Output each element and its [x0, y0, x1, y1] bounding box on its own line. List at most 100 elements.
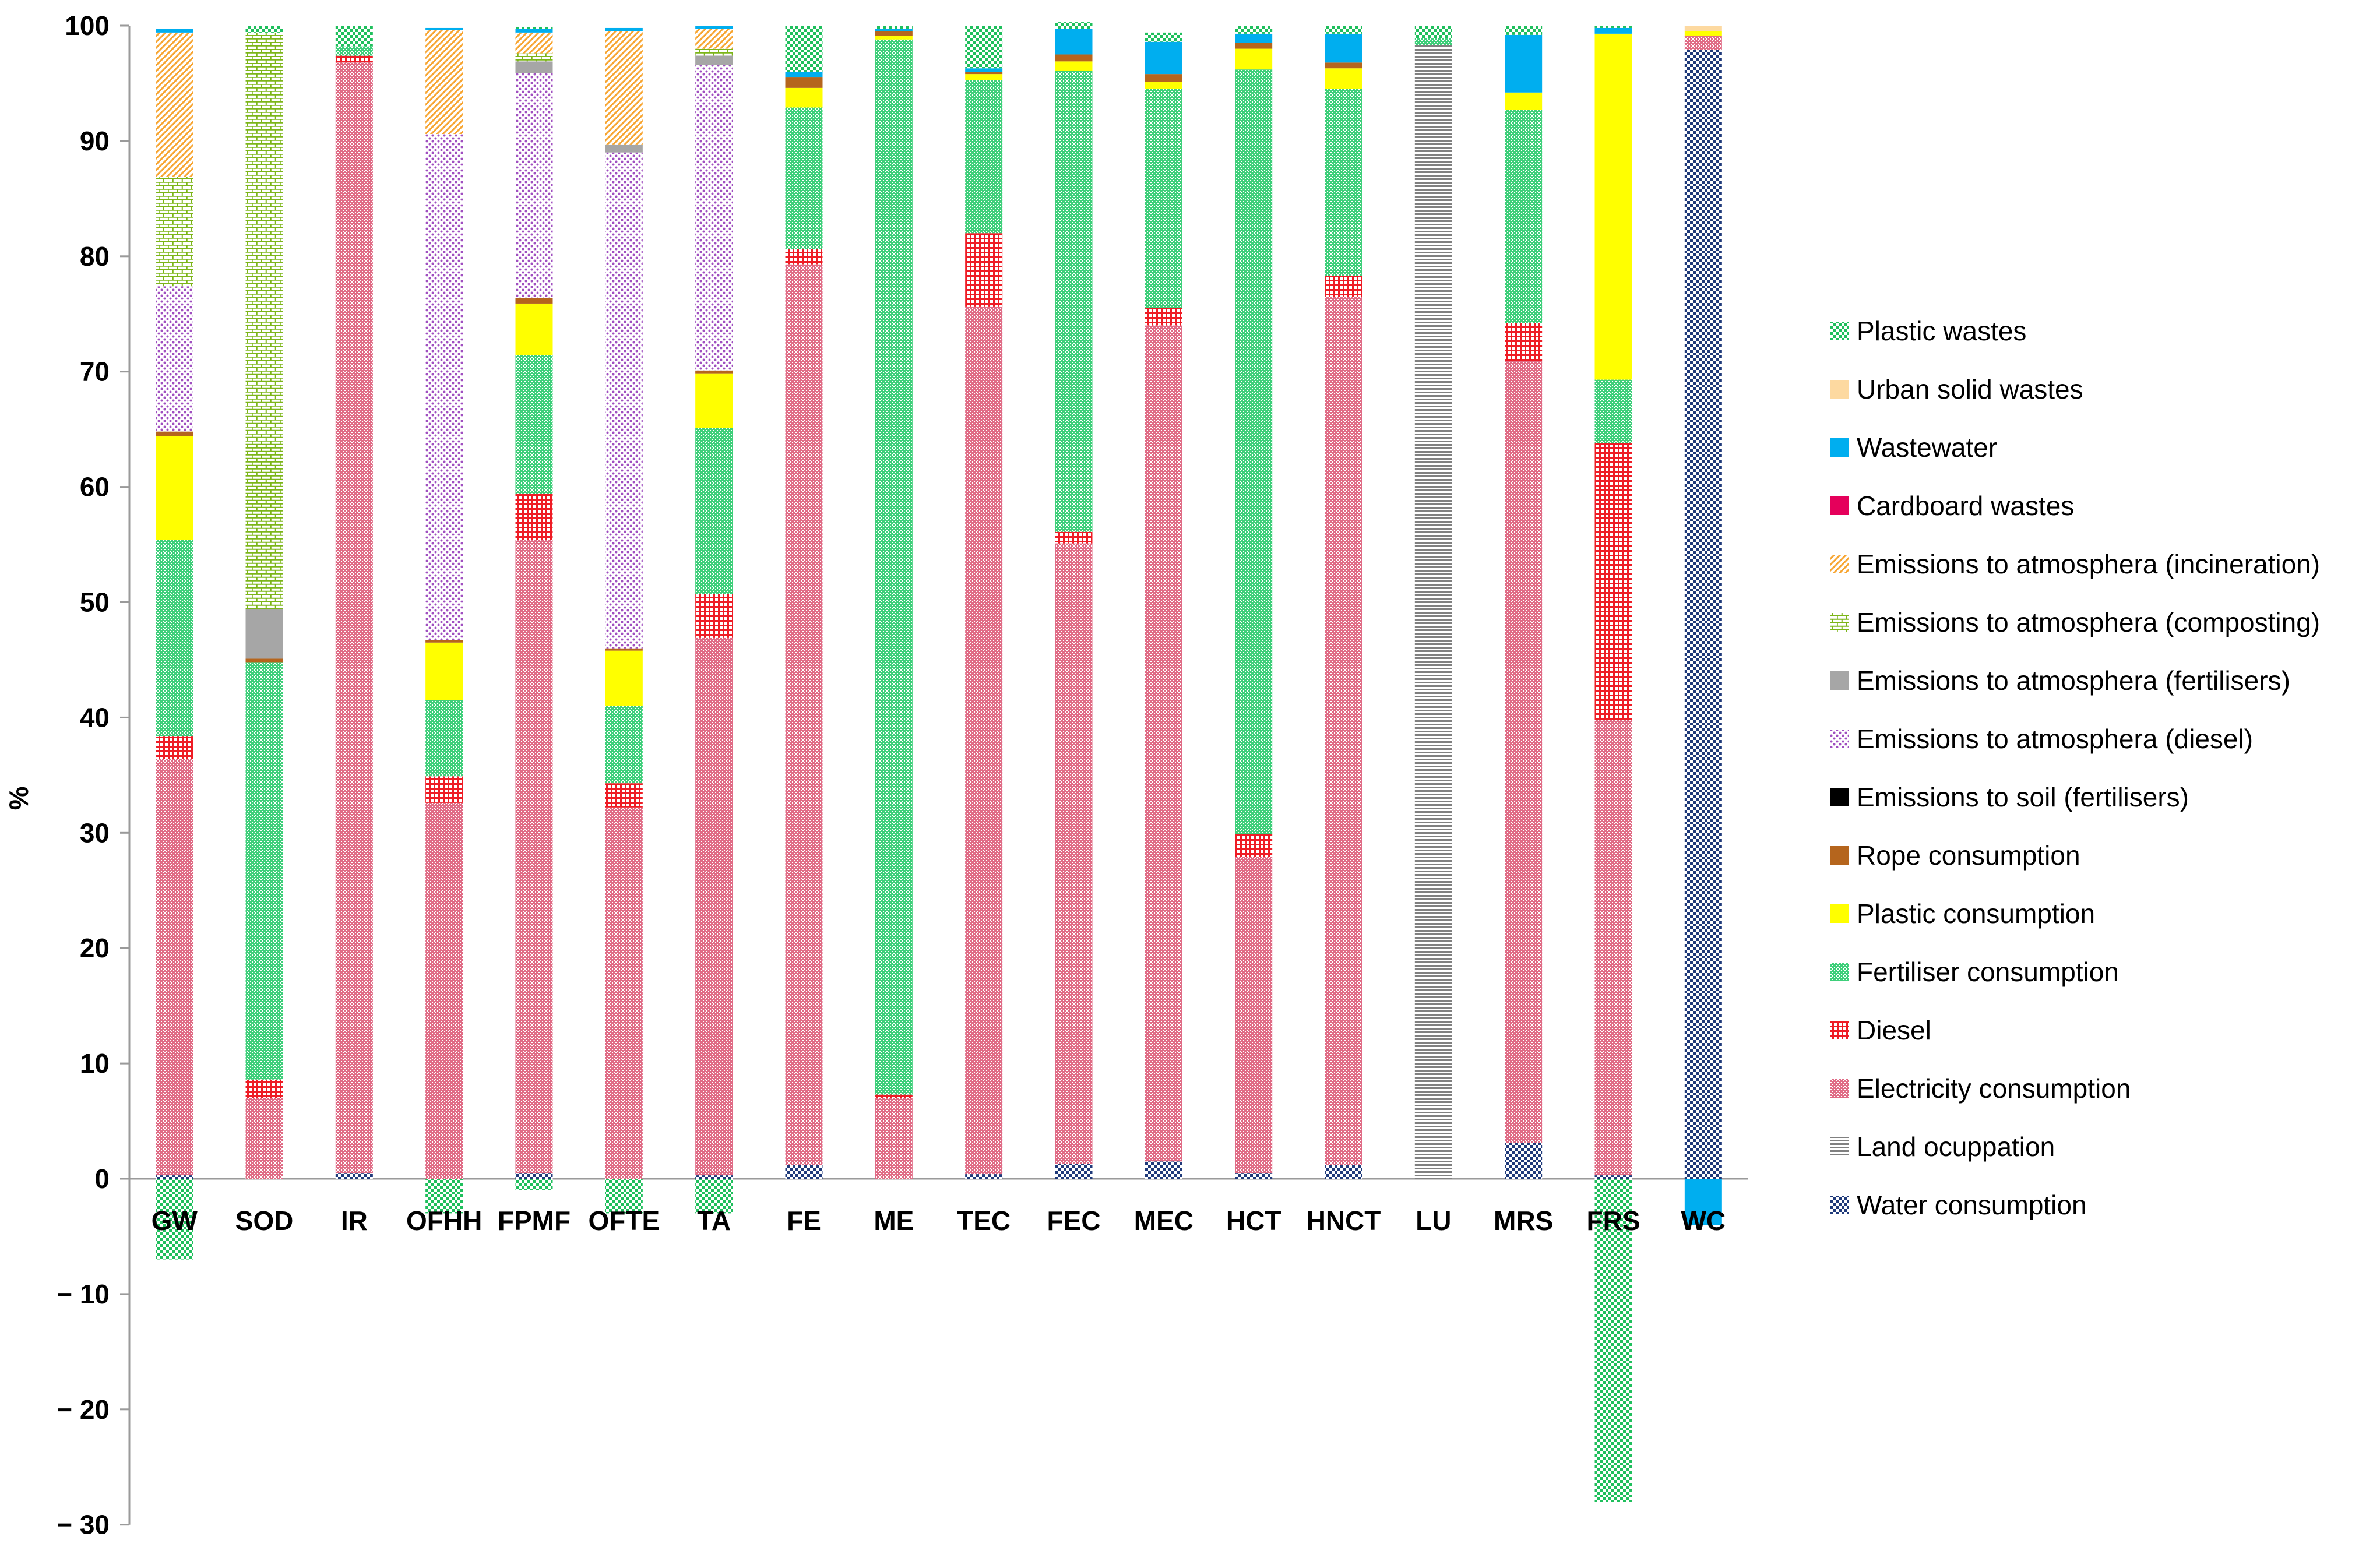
bar-segment-fpmf-water-consumption	[515, 1173, 553, 1179]
bar-segment-tec-rope-consumption	[965, 72, 1003, 75]
legend-label: Emissions to atmosphera (composting)	[1857, 607, 2320, 637]
legend-label: Plastic consumption	[1857, 898, 2095, 929]
bar-segment-hct-water-consumption	[1235, 1173, 1273, 1179]
bar-segment-fec-rope-consumption	[1055, 54, 1093, 62]
bar-segment-ofte-emissions-to-atmosphera-diesel	[605, 152, 643, 649]
bar-segment-ofhh-wastewater	[425, 27, 463, 30]
legend-swatch	[1830, 671, 1849, 690]
legend-item-urban-solid-wastes: Urban solid wastes	[1830, 374, 2083, 404]
bar-segment-wc-electricity-consumption	[1684, 36, 1722, 50]
bar-segment-fpmf-electricity-consumption	[515, 540, 553, 1174]
bar-segment-ta-plastic-consumption	[695, 373, 733, 428]
legend-item-diesel: Diesel	[1830, 1015, 1931, 1045]
category-label-fec: FEC	[1047, 1206, 1101, 1236]
bar-segment-mec-diesel	[1145, 308, 1182, 326]
bar-segment-ofte-plastic-consumption	[605, 650, 643, 706]
bar-segment-sod-emissions-to-atmosphera-composting	[245, 32, 283, 609]
bar-negative-wc-wastewater	[1684, 1179, 1722, 1225]
bar-segment-hct-plastic-consumption	[1235, 48, 1273, 70]
legend-swatch	[1830, 1196, 1849, 1214]
y-tick-label: 0	[94, 1164, 110, 1194]
bar-segment-fpmf-emissions-to-atmosphera-composting	[515, 53, 553, 62]
category-label-sod: SOD	[235, 1206, 294, 1236]
bar-segment-hct-fertiliser-consumption	[1235, 69, 1273, 834]
legend-swatch	[1830, 438, 1849, 457]
legend-swatch	[1830, 380, 1849, 399]
bar-segment-fpmf-emissions-to-atmosphera-diesel	[515, 73, 553, 298]
bar-segment-fe-plastic-wastes	[785, 26, 823, 72]
y-tick-label: 100	[65, 10, 110, 41]
bar-segment-fec-fertiliser-consumption	[1055, 71, 1093, 532]
bar-segment-mrs-plastic-consumption	[1505, 92, 1543, 110]
y-tick-label: 50	[80, 587, 110, 618]
bar-segment-ofte-wastewater	[605, 27, 643, 31]
y-tick-label: − 30	[57, 1510, 110, 1540]
bar-segment-mrs-diesel	[1505, 323, 1543, 361]
bar-negative-gw-plastic-wastes	[156, 1179, 193, 1260]
bar-segment-ir-fertiliser-consumption	[335, 46, 373, 56]
bar-segment-ofte-fertiliser-consumption	[605, 706, 643, 784]
bar-segment-sod-plastic-wastes	[245, 26, 283, 33]
legend-swatch	[1830, 1021, 1849, 1039]
bar-segment-mec-electricity-consumption	[1145, 325, 1182, 1162]
bar-segment-hnct-plastic-consumption	[1325, 68, 1362, 89]
bar-segment-gw-emissions-to-atmosphera-diesel	[156, 286, 193, 432]
bar-segment-ta-diesel	[695, 594, 733, 638]
category-label-me: ME	[874, 1206, 914, 1236]
bar-segment-ofhh-fertiliser-consumption	[425, 700, 463, 777]
bar-segment-mrs-fertiliser-consumption	[1505, 110, 1543, 323]
bar-segment-ofhh-plastic-consumption	[425, 642, 463, 700]
bar-segment-fe-wastewater	[785, 72, 823, 78]
bar-segment-hnct-fertiliser-consumption	[1325, 89, 1362, 276]
bar-segment-gw-water-consumption	[156, 1175, 193, 1179]
bar-segment-mec-water-consumption	[1145, 1161, 1182, 1179]
legend-item-plastic-wastes: Plastic wastes	[1830, 316, 2026, 346]
legend-label: Emissions to soil (fertilisers)	[1857, 782, 2189, 812]
bar-segment-mrs-water-consumption	[1505, 1143, 1543, 1179]
bar-segment-ofte-rope-consumption	[605, 648, 643, 651]
legend-label: Electricity consumption	[1857, 1073, 2131, 1104]
bar-segment-wc-plastic-consumption	[1684, 31, 1722, 36]
y-tick-label: 90	[80, 126, 110, 156]
legend-label: Plastic wastes	[1857, 316, 2026, 346]
bar-segment-me-diesel	[875, 1094, 913, 1098]
bar-segment-mec-plastic-wastes	[1145, 32, 1182, 42]
bar-negative-ofte-plastic-wastes	[605, 1179, 643, 1214]
bar-segment-ofhh-rope-consumption	[425, 640, 463, 643]
category-label-fe: FE	[787, 1206, 821, 1236]
bar-segment-fe-rope-consumption	[785, 77, 823, 88]
category-label-lu: LU	[1416, 1206, 1451, 1236]
bar-segment-frs-water-consumption	[1594, 1175, 1632, 1179]
bar-segment-hnct-diesel	[1325, 276, 1362, 297]
bar-segment-ta-emissions-to-atmosphera-incineration	[695, 29, 733, 49]
bar-negative-ofhh-plastic-wastes	[425, 1179, 463, 1214]
bar-segment-gw-wastewater	[156, 29, 193, 33]
bar-segment-fe-plastic-consumption	[785, 87, 823, 108]
legend-item-wastewater: Wastewater	[1830, 432, 1997, 463]
bar-segment-tec-plastic-consumption	[965, 74, 1003, 80]
bar-segment-hct-electricity-consumption	[1235, 857, 1273, 1174]
bar-segment-tec-plastic-wastes	[965, 26, 1003, 69]
category-label-tec: TEC	[957, 1206, 1011, 1236]
bar-segment-tec-diesel	[965, 233, 1003, 307]
legend-label: Diesel	[1857, 1015, 1931, 1045]
y-tick-label: 40	[80, 702, 110, 732]
category-label-ir: IR	[341, 1206, 368, 1236]
legend-item-land-ocuppation: Land ocuppation	[1830, 1132, 2055, 1162]
bar-segment-sod-diesel	[245, 1079, 283, 1098]
bar-segment-ir-plastic-wastes	[335, 26, 373, 47]
bar-segment-fec-plastic-wastes	[1055, 22, 1093, 29]
axes	[128, 26, 1748, 1525]
bar-segment-fpmf-plastic-consumption	[515, 303, 553, 355]
y-tick-label: − 10	[57, 1279, 110, 1309]
category-label-gw: GW	[152, 1206, 198, 1236]
legend-swatch	[1830, 613, 1849, 632]
category-label-ta: TA	[697, 1206, 731, 1236]
category-label-hnct: HNCT	[1307, 1206, 1381, 1236]
legend: Plastic wastes Urban solid wastes Wastewat…	[1830, 316, 2320, 1220]
bar-segment-hct-plastic-wastes	[1235, 26, 1273, 34]
legend-label: Water consumption	[1857, 1190, 2087, 1220]
bar-segment-sod-emissions-to-atmosphera-fertilisers	[245, 609, 283, 659]
legend-item-emissions-to-soil-fertilisers: Emissions to soil (fertilisers)	[1830, 782, 2189, 812]
legend-swatch	[1830, 846, 1849, 865]
